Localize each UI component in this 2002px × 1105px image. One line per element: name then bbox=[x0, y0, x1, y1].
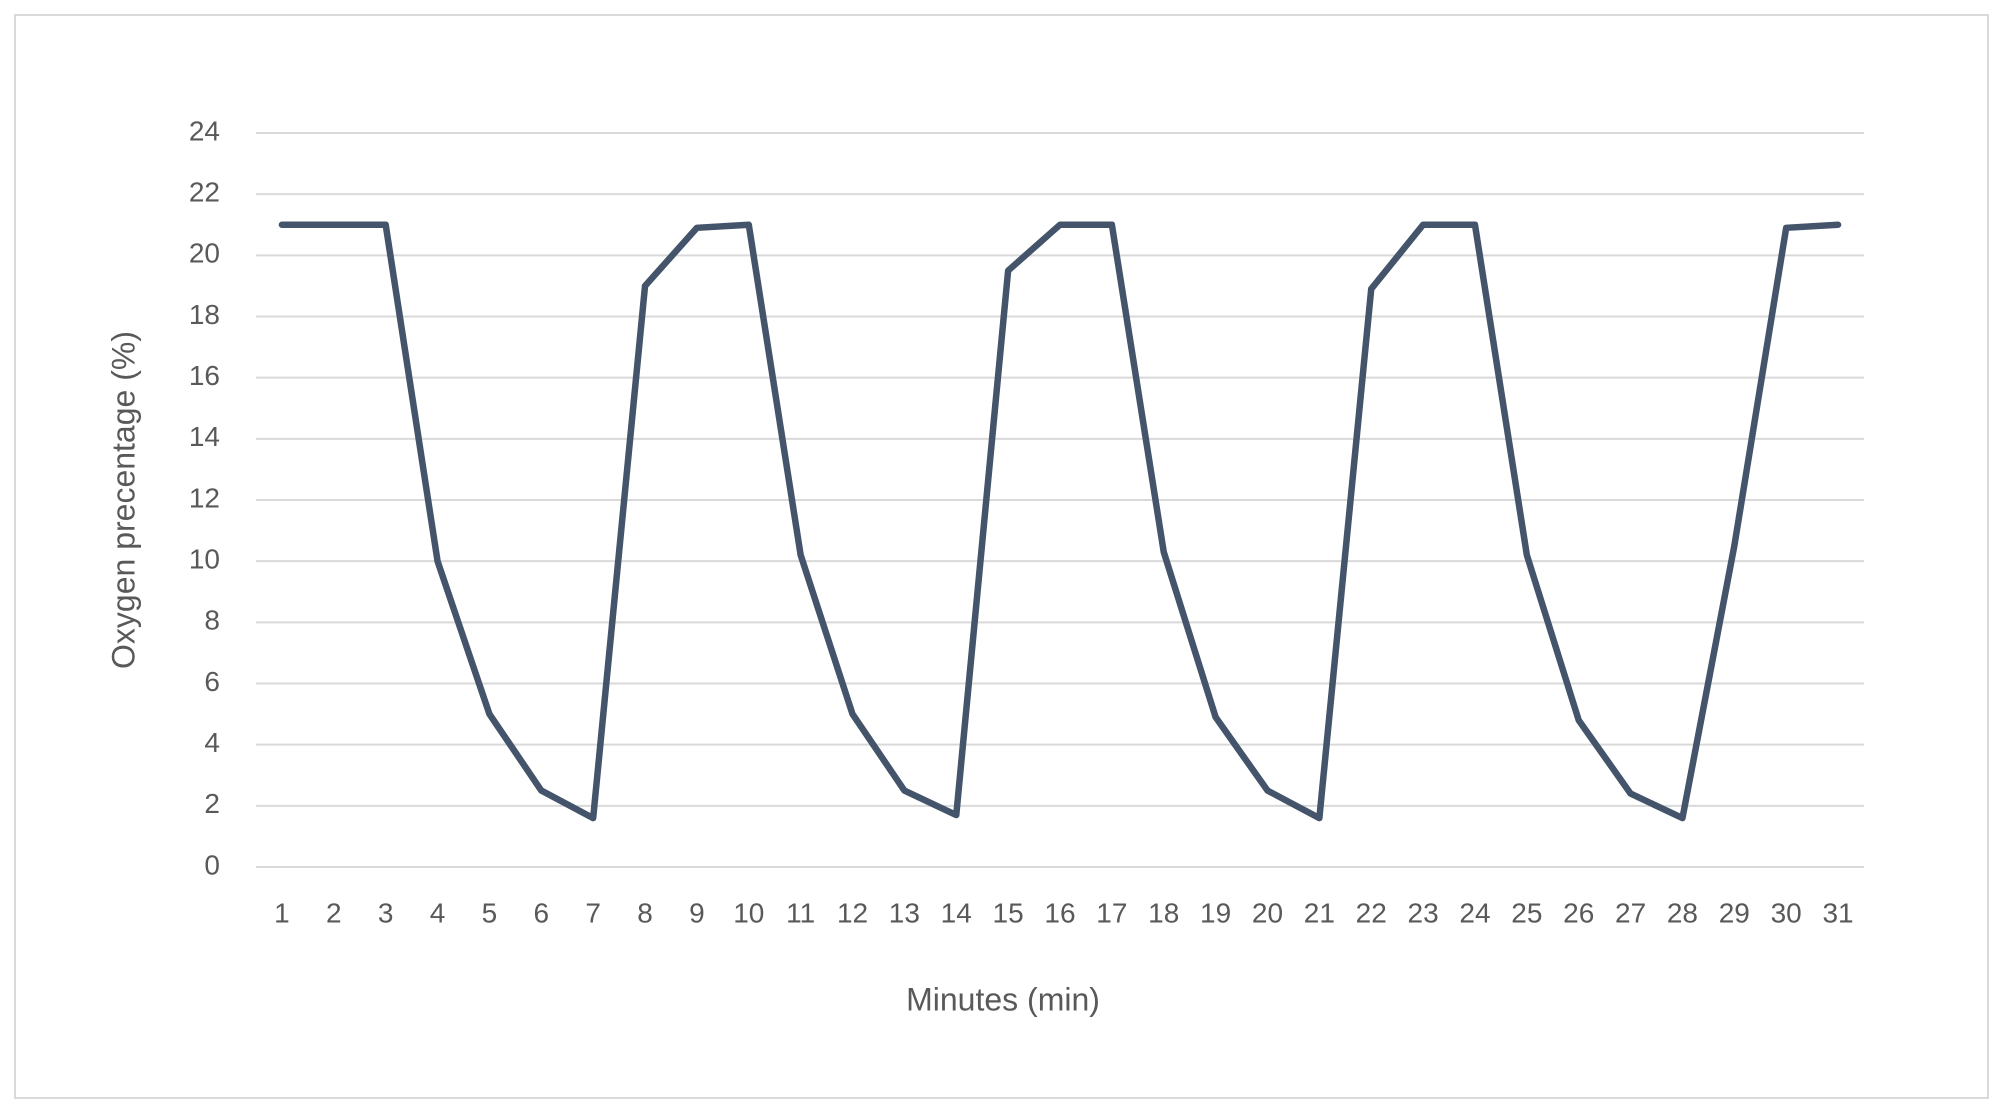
x-tick-label: 5 bbox=[482, 897, 498, 928]
y-tick-label: 6 bbox=[204, 666, 220, 697]
x-tick-label: 8 bbox=[637, 897, 653, 928]
y-tick-label: 2 bbox=[204, 788, 220, 819]
y-tick-label: 18 bbox=[189, 299, 220, 330]
x-tick-label: 22 bbox=[1356, 897, 1387, 928]
x-tick-label: 19 bbox=[1200, 897, 1231, 928]
x-tick-label: 28 bbox=[1667, 897, 1698, 928]
x-tick-label: 9 bbox=[689, 897, 705, 928]
y-tick-label: 4 bbox=[204, 727, 220, 758]
x-tick-label: 15 bbox=[993, 897, 1024, 928]
x-tick-label: 13 bbox=[889, 897, 920, 928]
x-tick-label: 21 bbox=[1304, 897, 1335, 928]
y-tick-label: 12 bbox=[189, 482, 220, 513]
x-tick-label: 1 bbox=[274, 897, 290, 928]
x-tick-label: 3 bbox=[378, 897, 394, 928]
x-tick-label: 29 bbox=[1719, 897, 1750, 928]
x-tick-label: 31 bbox=[1822, 897, 1853, 928]
x-tick-label: 4 bbox=[430, 897, 446, 928]
x-tick-label: 16 bbox=[1044, 897, 1075, 928]
y-axis-label: Oxygen precentage (%) bbox=[105, 331, 141, 669]
x-tick-label: 6 bbox=[534, 897, 550, 928]
x-tick-label: 12 bbox=[837, 897, 868, 928]
x-tick-label: 18 bbox=[1148, 897, 1179, 928]
x-tick-label: 30 bbox=[1771, 897, 1802, 928]
x-tick-label: 2 bbox=[326, 897, 342, 928]
y-tick-label: 8 bbox=[204, 605, 220, 636]
x-tick-label: 20 bbox=[1252, 897, 1283, 928]
x-tick-label: 26 bbox=[1563, 897, 1594, 928]
x-tick-label: 7 bbox=[585, 897, 601, 928]
x-tick-label: 27 bbox=[1615, 897, 1646, 928]
x-tick-label: 10 bbox=[733, 897, 764, 928]
data-line bbox=[278, 221, 1842, 822]
x-tick-label: 24 bbox=[1459, 897, 1490, 928]
y-tick-label: 16 bbox=[189, 360, 220, 391]
y-tick-label: 10 bbox=[189, 544, 220, 575]
y-tick-label: 22 bbox=[189, 177, 220, 208]
y-tick-label: 0 bbox=[204, 849, 220, 880]
x-axis-label: Minutes (min) bbox=[906, 981, 1100, 1017]
x-tick-label: 14 bbox=[941, 897, 972, 928]
x-tick-label: 17 bbox=[1096, 897, 1127, 928]
x-tick-label: 25 bbox=[1511, 897, 1542, 928]
x-tick-label: 23 bbox=[1408, 897, 1439, 928]
y-tick-label: 20 bbox=[189, 238, 220, 269]
x-tick-label: 11 bbox=[786, 897, 815, 928]
y-tick-label: 24 bbox=[189, 115, 220, 146]
y-tick-label: 14 bbox=[189, 421, 220, 452]
chart-border bbox=[14, 14, 1989, 1099]
